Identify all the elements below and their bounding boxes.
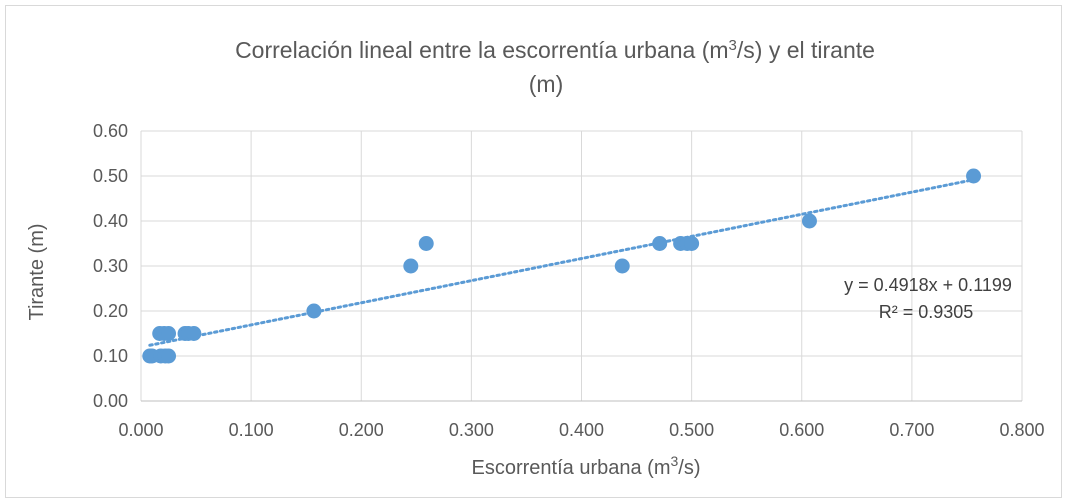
x-tick-label: 0.300 [449,420,494,440]
x-tick-label: 0.100 [229,420,274,440]
data-point [614,258,630,274]
x-tick-label: 0.800 [999,420,1044,440]
tick-labels: 0.000 0.100 0.200 0.300 0.400 0.500 0.600 0.700… [93,121,1045,440]
trendline-line [148,178,976,347]
x-tick-label: 0.400 [559,420,604,440]
data-point [684,236,700,251]
data-point [652,236,668,251]
y-tick-label: 0.60 [93,121,128,141]
y-tick-label: 0.00 [93,391,128,411]
y-tick-label: 0.10 [93,346,128,366]
data-point [161,348,177,364]
data-points [142,168,982,364]
data-point [403,258,419,274]
data-point [801,213,817,229]
data-point [306,303,322,319]
chart-title-line1: Correlación lineal entre la escorrentía … [235,37,875,63]
data-point [186,326,202,341]
x-tick-label: 0.200 [339,420,384,440]
x-tick-label: 0.000 [118,420,163,440]
data-point [966,168,982,184]
chart-title-line2: (m) [529,71,563,97]
y-tick-label: 0.50 [93,166,128,186]
y-tick-label: 0.30 [93,256,128,276]
y-tick-label: 0.20 [93,301,128,321]
x-tick-label: 0.600 [779,420,824,440]
x-axis-title: Escorrentía urbana (m3/s) [472,453,701,479]
trendline [148,178,976,347]
data-point [418,236,434,251]
trendline-equation: y = 0.4918x + 0.1199 [844,275,1012,295]
trendline-r-squared: R² = 0.9305 [879,302,974,322]
x-tick-label: 0.700 [889,420,934,440]
grid [140,130,1023,402]
data-point [161,326,177,341]
chart-frame [5,5,1062,498]
y-axis-title: Tirante (m) [26,223,48,320]
x-tick-label: 0.500 [669,420,714,440]
y-tick-label: 0.40 [93,211,128,231]
